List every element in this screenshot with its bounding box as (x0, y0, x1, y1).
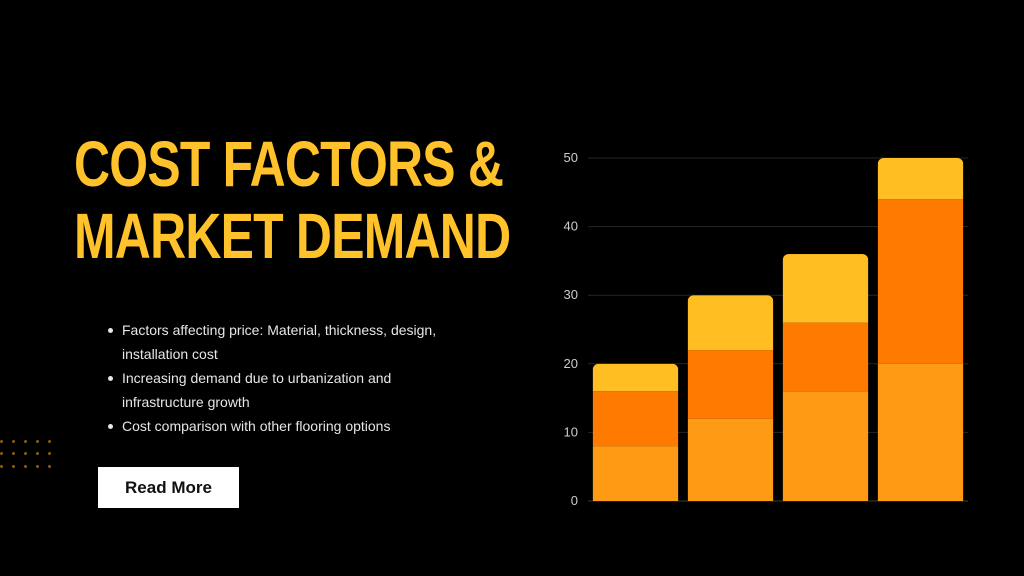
bullet-item: Cost comparison with other flooring opti… (104, 414, 464, 438)
y-tick-label: 0 (571, 493, 578, 508)
bar-segment (687, 295, 774, 351)
bar-segment (782, 254, 869, 323)
bar-segment (877, 199, 964, 364)
y-tick-label: 10 (564, 424, 578, 439)
bar-segment (877, 363, 964, 501)
bar-segment (687, 418, 774, 501)
decorative-dot-grid (0, 440, 70, 470)
bar-segment (782, 391, 869, 501)
y-tick-label: 30 (564, 287, 578, 302)
y-tick-label: 50 (564, 150, 578, 165)
read-more-button[interactable]: Read More (98, 467, 239, 508)
y-tick-label: 20 (564, 356, 578, 371)
bar-segment (877, 158, 964, 200)
bar-segment (592, 446, 679, 501)
bar-segment (782, 322, 869, 392)
bar-segment (687, 350, 774, 419)
bullet-list: Factors affecting price: Material, thick… (104, 318, 464, 438)
bullet-item: Factors affecting price: Material, thick… (104, 318, 464, 366)
bullet-item: Increasing demand due to urbanization an… (104, 366, 464, 414)
y-tick-label: 40 (564, 219, 578, 234)
bar-segment (592, 363, 679, 392)
bar-segment (592, 391, 679, 447)
